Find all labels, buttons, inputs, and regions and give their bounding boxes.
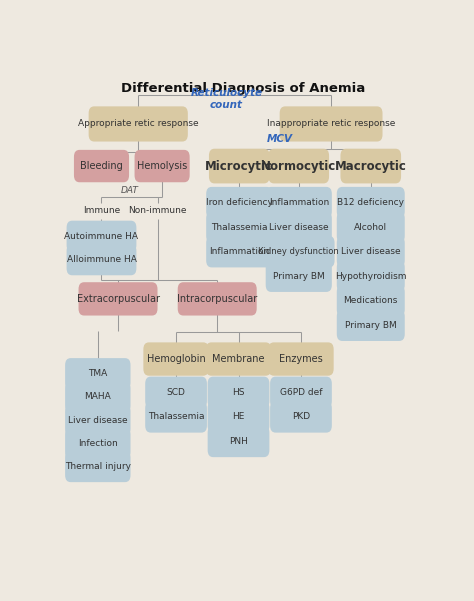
Text: Membrane: Membrane xyxy=(212,354,265,364)
FancyBboxPatch shape xyxy=(209,148,270,183)
FancyBboxPatch shape xyxy=(268,343,334,376)
FancyBboxPatch shape xyxy=(206,343,271,376)
FancyBboxPatch shape xyxy=(79,282,157,316)
FancyBboxPatch shape xyxy=(266,260,332,292)
Text: Extracorpuscular: Extracorpuscular xyxy=(76,294,160,304)
Text: Appropriate retic response: Appropriate retic response xyxy=(78,120,199,129)
FancyBboxPatch shape xyxy=(66,244,137,275)
Text: Autoimmune HA: Autoimmune HA xyxy=(64,232,138,241)
FancyBboxPatch shape xyxy=(266,187,332,218)
FancyBboxPatch shape xyxy=(208,401,269,433)
FancyBboxPatch shape xyxy=(65,451,130,482)
Text: MAHA: MAHA xyxy=(84,392,111,401)
FancyBboxPatch shape xyxy=(340,148,401,183)
FancyBboxPatch shape xyxy=(337,212,405,243)
FancyBboxPatch shape xyxy=(337,187,405,218)
FancyBboxPatch shape xyxy=(89,106,188,142)
Text: Alloimmune HA: Alloimmune HA xyxy=(66,255,137,264)
FancyBboxPatch shape xyxy=(206,236,272,267)
Text: DAT: DAT xyxy=(121,186,139,195)
Text: Non-immune: Non-immune xyxy=(128,207,187,215)
FancyBboxPatch shape xyxy=(280,106,383,142)
Text: Hypothyroidism: Hypothyroidism xyxy=(335,272,407,281)
FancyBboxPatch shape xyxy=(206,187,272,218)
FancyBboxPatch shape xyxy=(270,377,332,408)
Text: MCV: MCV xyxy=(267,134,292,144)
Text: PKD: PKD xyxy=(292,412,310,421)
Text: B12 deficiency: B12 deficiency xyxy=(337,198,404,207)
Text: Liver disease: Liver disease xyxy=(68,416,128,425)
FancyBboxPatch shape xyxy=(65,381,130,413)
Text: Primary BM: Primary BM xyxy=(273,272,325,281)
Text: TMA: TMA xyxy=(88,370,108,379)
FancyBboxPatch shape xyxy=(208,377,269,408)
FancyBboxPatch shape xyxy=(65,358,130,389)
Text: Reticulocyte
count: Reticulocyte count xyxy=(191,88,263,110)
Text: Enzymes: Enzymes xyxy=(279,354,323,364)
Text: Hemoglobin: Hemoglobin xyxy=(146,354,205,364)
Text: Liver disease: Liver disease xyxy=(341,247,401,256)
Text: Alcohol: Alcohol xyxy=(354,222,387,231)
FancyBboxPatch shape xyxy=(145,377,207,408)
Text: Thermal injury: Thermal injury xyxy=(65,462,131,471)
Text: Hemolysis: Hemolysis xyxy=(137,161,187,171)
Text: Iron deficiency: Iron deficiency xyxy=(206,198,273,207)
Text: Differential Diagnosis of Anemia: Differential Diagnosis of Anemia xyxy=(121,82,365,95)
Text: Normocytic: Normocytic xyxy=(261,159,337,172)
Text: SCD: SCD xyxy=(167,388,185,397)
FancyBboxPatch shape xyxy=(143,343,209,376)
Text: Inappropriate retic response: Inappropriate retic response xyxy=(267,120,395,129)
Text: PNH: PNH xyxy=(229,437,248,446)
Text: Thalassemia: Thalassemia xyxy=(211,222,267,231)
Text: Medications: Medications xyxy=(344,296,398,305)
FancyBboxPatch shape xyxy=(268,148,329,183)
Text: Bleeding: Bleeding xyxy=(80,161,123,171)
Text: G6PD def: G6PD def xyxy=(280,388,322,397)
FancyBboxPatch shape xyxy=(178,282,257,316)
FancyBboxPatch shape xyxy=(337,236,405,267)
Text: Intracorpuscular: Intracorpuscular xyxy=(177,294,257,304)
Text: Macrocytic: Macrocytic xyxy=(335,159,407,172)
Text: Primary BM: Primary BM xyxy=(345,321,397,330)
FancyBboxPatch shape xyxy=(337,310,405,341)
FancyBboxPatch shape xyxy=(270,401,332,433)
FancyBboxPatch shape xyxy=(66,221,137,252)
FancyBboxPatch shape xyxy=(135,150,190,182)
FancyBboxPatch shape xyxy=(206,212,272,243)
Text: Liver disease: Liver disease xyxy=(269,222,328,231)
Text: Immune: Immune xyxy=(83,207,120,215)
FancyBboxPatch shape xyxy=(74,150,129,182)
Text: Kidney dysfunction: Kidney dysfunction xyxy=(258,247,339,256)
Text: Inflammation: Inflammation xyxy=(209,247,269,256)
Text: Infection: Infection xyxy=(78,439,118,448)
Text: Thalassemia: Thalassemia xyxy=(148,412,204,421)
Text: HE: HE xyxy=(232,412,245,421)
FancyBboxPatch shape xyxy=(208,426,269,457)
FancyBboxPatch shape xyxy=(337,260,405,292)
FancyBboxPatch shape xyxy=(263,236,335,267)
FancyBboxPatch shape xyxy=(145,401,207,433)
FancyBboxPatch shape xyxy=(337,285,405,317)
Text: Microcytic: Microcytic xyxy=(205,159,273,172)
FancyBboxPatch shape xyxy=(65,427,130,459)
FancyBboxPatch shape xyxy=(266,212,332,243)
FancyBboxPatch shape xyxy=(65,404,130,436)
Text: HS: HS xyxy=(232,388,245,397)
Text: Inflammation: Inflammation xyxy=(269,198,329,207)
